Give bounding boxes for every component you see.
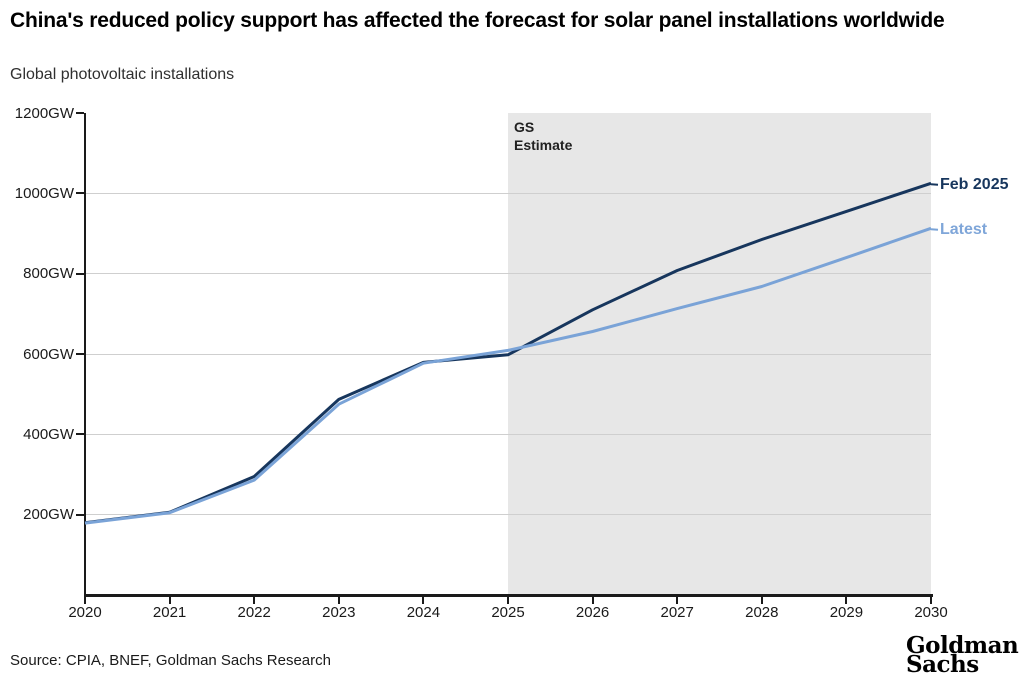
gridline-800 (86, 273, 931, 275)
series-leader-latest (930, 228, 939, 231)
y-axis-label-1200: 1200GW (14, 104, 74, 122)
page-title: China's reduced policy support has affec… (10, 9, 945, 32)
x-axis-label-2027: 2027 (660, 604, 694, 621)
x-axis-label-2021: 2021 (152, 604, 187, 621)
y-axis-label-200: 200GW (23, 506, 74, 524)
x-tick-2027 (676, 597, 679, 604)
x-tick-2020 (84, 597, 86, 604)
y-axis-label-1000: 1000GW (14, 184, 74, 202)
x-axis-label-2022: 2022 (237, 604, 271, 621)
logo-line-2: Sachs (906, 651, 979, 678)
y-tick-1200 (76, 112, 84, 114)
x-tick-2022 (253, 597, 256, 604)
x-tick-2025 (507, 597, 509, 604)
y-axis (84, 113, 86, 596)
goldman-sachs-logo: Goldman Sachs (906, 632, 1019, 678)
x-axis-label-2029: 2029 (829, 604, 864, 621)
y-tick-400 (76, 433, 84, 436)
x-tick-2023 (337, 597, 340, 604)
x-tick-2021 (168, 597, 171, 604)
y-axis-label-400: 400GW (23, 425, 74, 443)
source-text: Source: CPIA, BNEF, Goldman Sachs Resear… (10, 652, 331, 669)
y-tick-600 (76, 353, 84, 355)
logo-line-1: Goldman (906, 632, 1019, 659)
x-axis (84, 594, 933, 597)
gridline-200 (86, 514, 931, 516)
gridline-1000 (86, 192, 931, 194)
x-axis-label-2020: 2020 (68, 604, 102, 621)
y-tick-200 (76, 513, 84, 516)
y-axis-label-600: 600GW (23, 345, 74, 363)
series-label-latest: Latest (940, 220, 988, 238)
series-leader-feb-2025 (930, 183, 939, 186)
x-axis-label-2024: 2024 (406, 604, 441, 621)
y-tick-800 (76, 272, 84, 275)
y-tick-1000 (76, 192, 84, 195)
x-tick-2029 (845, 597, 848, 604)
gridline-600 (86, 353, 931, 355)
gs-estimate-label: GS Estimate (514, 119, 573, 153)
y-axis-label-800: 800GW (23, 265, 74, 283)
x-tick-2026 (591, 597, 594, 604)
x-axis-label-2028: 2028 (745, 604, 779, 621)
x-tick-2024 (422, 597, 425, 604)
x-tick-2028 (760, 597, 763, 604)
series-label-feb-2025: Feb 2025 (940, 175, 1009, 193)
x-axis-label-2030: 2030 (914, 604, 948, 621)
x-axis-label-2025: 2025 (491, 604, 525, 621)
chart-subtitle: Global photovoltaic installations (10, 66, 235, 83)
gridline-400 (86, 433, 931, 435)
x-tick-2030 (930, 597, 932, 604)
x-axis-label-2026: 2026 (575, 604, 610, 621)
x-axis-label-2023: 2023 (322, 604, 356, 621)
